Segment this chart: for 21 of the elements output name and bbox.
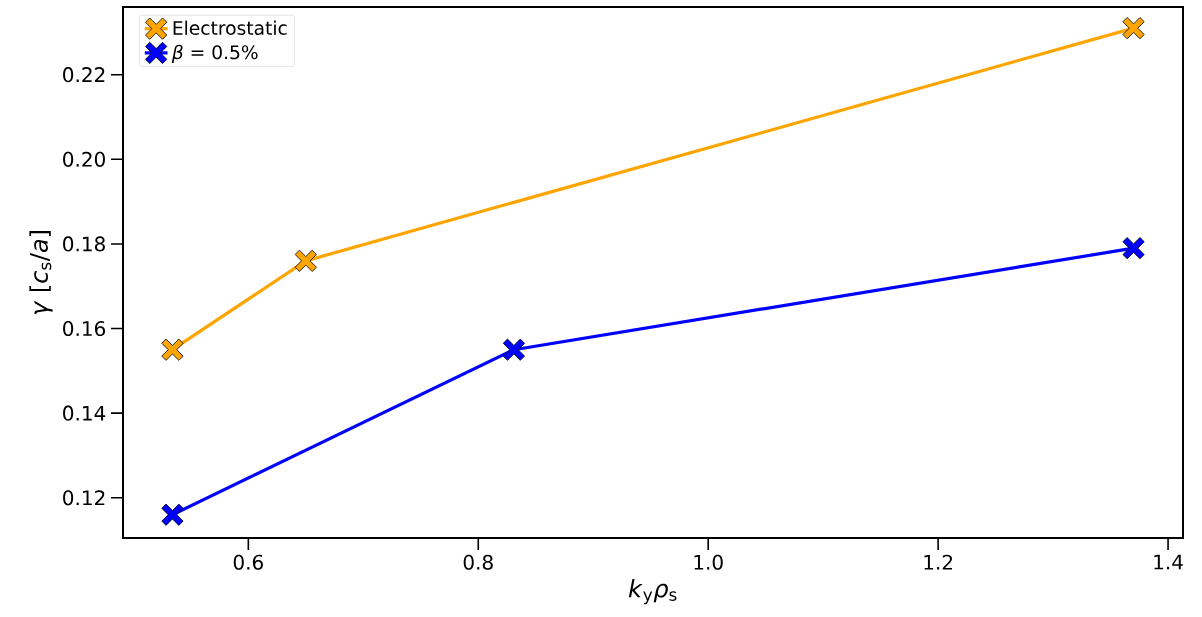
y-tick-label: 0.12	[63, 490, 105, 506]
y-tick-label: 0.20	[63, 151, 105, 167]
x-tick-label: 0.8	[463, 554, 493, 570]
y-tick-label: 0.14	[63, 405, 106, 421]
y-tick-label: 0.16	[63, 320, 106, 337]
point	[502, 338, 525, 361]
y-tick-label: 0.22	[63, 67, 105, 83]
point	[1122, 17, 1145, 40]
point	[161, 338, 184, 361]
x-axis-title: k$_{y}$ρ$_{s}$	[628, 578, 677, 605]
point	[1122, 237, 1145, 260]
y-tick-label: 0.18	[63, 236, 105, 252]
x-tick-label: 0.6	[233, 554, 263, 570]
legend-label: β = 0.5%	[171, 44, 258, 63]
x-tick-label: 1.4	[1154, 554, 1183, 570]
point	[161, 503, 184, 526]
x-tick-label: 1.2	[924, 554, 953, 570]
point	[294, 249, 317, 272]
x-tick-label: 1.0	[694, 554, 723, 570]
legend-label: Electrostatic	[173, 20, 287, 36]
y-axis-title: γ [c$_{s}$/a]	[29, 231, 53, 315]
